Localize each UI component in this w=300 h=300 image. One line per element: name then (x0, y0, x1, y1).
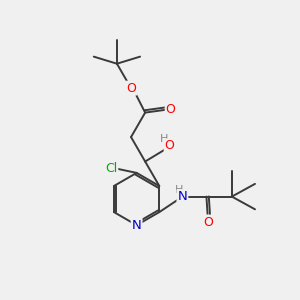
Text: N: N (178, 190, 187, 203)
Text: H: H (175, 185, 183, 195)
Text: O: O (203, 215, 213, 229)
Text: N: N (132, 219, 142, 232)
Text: Cl: Cl (105, 162, 117, 175)
Text: O: O (126, 82, 136, 95)
Text: H: H (160, 134, 168, 144)
Text: O: O (166, 103, 176, 116)
Text: O: O (165, 140, 175, 152)
